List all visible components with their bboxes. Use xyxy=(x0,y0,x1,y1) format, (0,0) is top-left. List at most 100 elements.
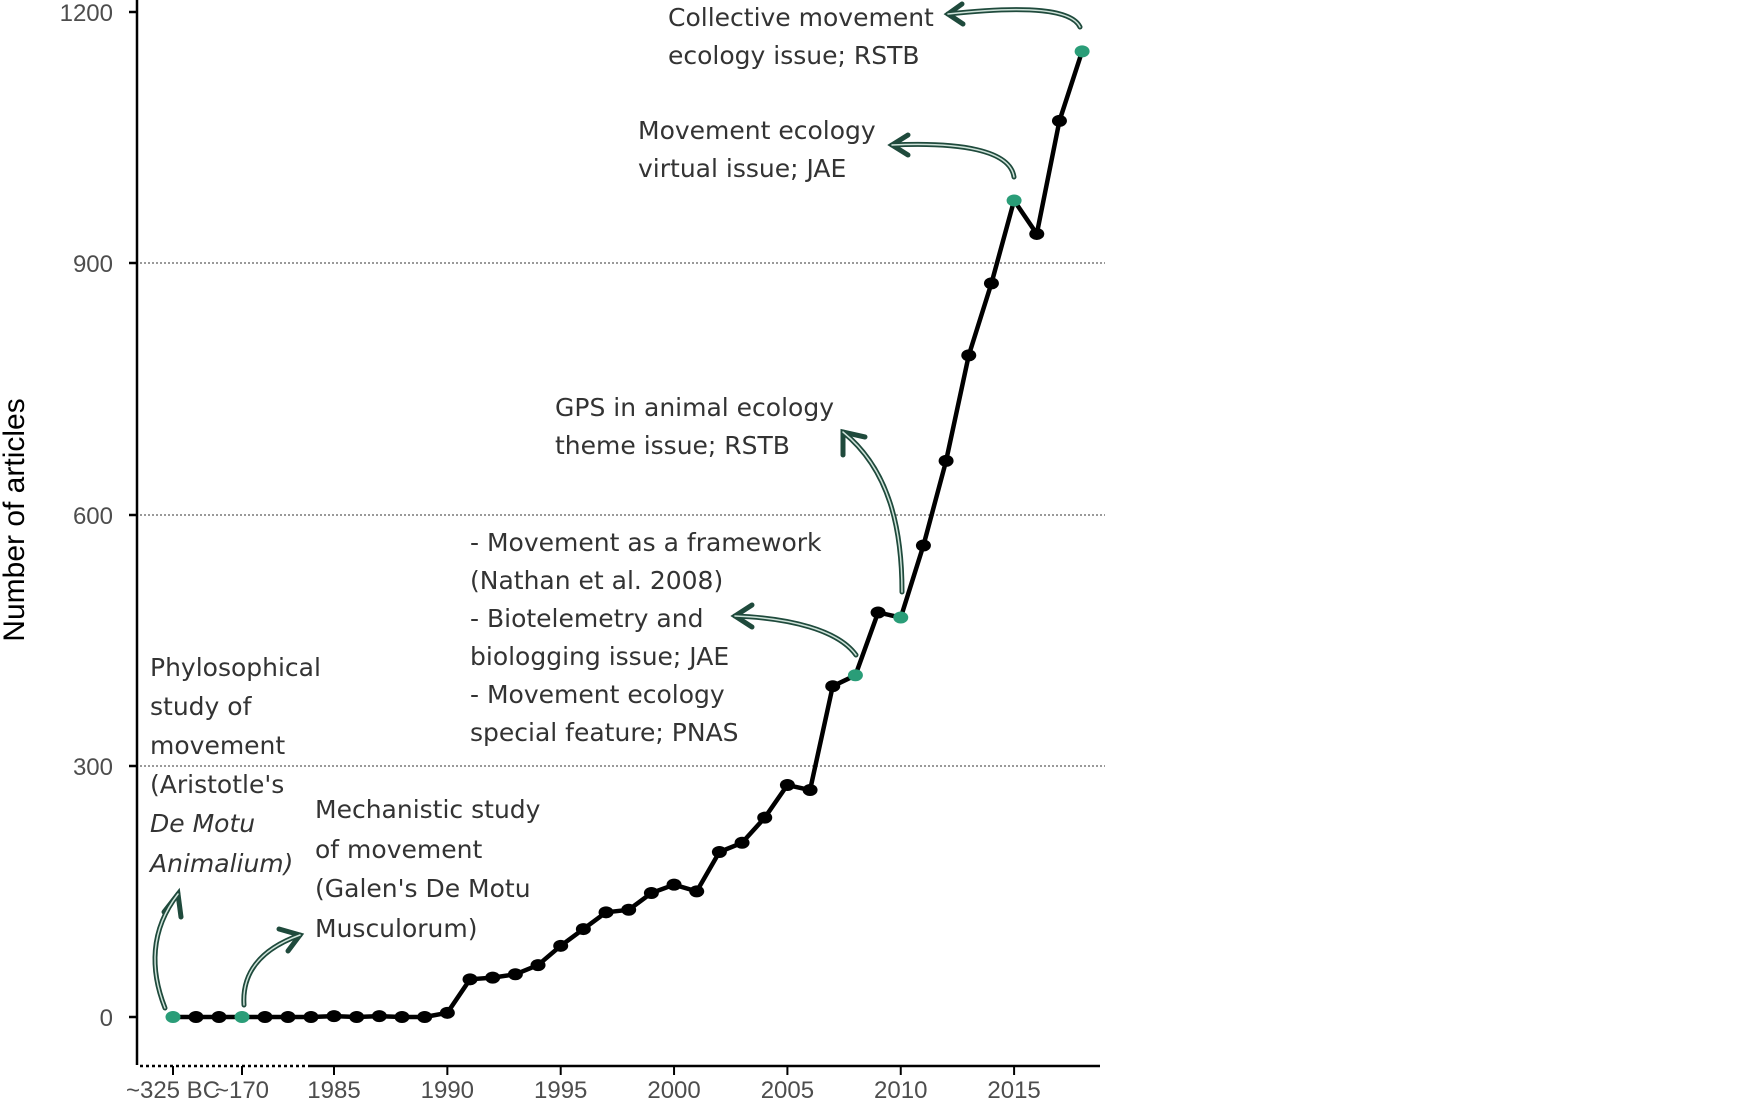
data-point-filler-2 xyxy=(211,1011,227,1023)
line-segment-12 xyxy=(445,977,473,1016)
line-segment-37 xyxy=(1011,198,1040,237)
x-tick-label-4: 1995 xyxy=(534,1077,587,1102)
annotation-aristotle-line-4: (Aristotle's xyxy=(150,770,284,799)
annotations: Phylosophical study of movement (Aristot… xyxy=(148,3,942,943)
y-tick-label-300: 300 xyxy=(73,754,113,781)
y-tick-label-900: 900 xyxy=(73,251,113,278)
arrow-aristotle xyxy=(152,887,184,1011)
data-point-2004-26 xyxy=(757,811,773,824)
data-point-1989-11 xyxy=(417,1011,433,1023)
highlight-point-2008-30 xyxy=(847,669,863,682)
data-point-1993-15 xyxy=(507,968,523,981)
data-point-1998-20 xyxy=(621,903,637,916)
data-point-2009-31 xyxy=(870,606,886,619)
data-point-2011-33 xyxy=(915,539,931,552)
annotation-galen-line-3: (Galen's De Motu xyxy=(315,874,531,903)
line-segment-35 xyxy=(966,281,994,358)
data-point-2013-35 xyxy=(961,349,977,362)
annotation-aristotle-line-6: Animalium) xyxy=(148,849,293,878)
data-point-1999-21 xyxy=(643,887,659,900)
annotation-2008-line-4: biologging issue; JAE xyxy=(470,642,729,671)
data-point-filler-5 xyxy=(280,1011,296,1023)
highlight-point-2010-32 xyxy=(893,611,909,624)
line-segment-30 xyxy=(853,610,881,678)
data-point-1997-19 xyxy=(598,906,614,919)
line-segment-33 xyxy=(921,458,949,548)
x-tick-label-7: 2010 xyxy=(874,1077,927,1102)
data-point-2000-22 xyxy=(666,878,682,891)
annotation-aristotle-line-5: De Motu xyxy=(150,809,255,838)
gridlines xyxy=(140,262,1105,767)
highlight-point-2015-37 xyxy=(1006,194,1022,207)
y-axis-label: Number of articles xyxy=(0,398,31,641)
x-axis-ticks: ~325 BC~170 1985 1990 1995 2000 2005 2010 2015 xyxy=(126,1066,1041,1102)
annotation-aristotle-line-3: movement xyxy=(150,731,285,760)
data-point-2017-39 xyxy=(1051,114,1067,127)
annotation-collective: Collective movement ecology issue; RSTB xyxy=(668,3,942,70)
line-segment-32 xyxy=(898,543,926,620)
data-point-filler-4 xyxy=(257,1011,273,1023)
data-point-1985-7 xyxy=(326,1010,342,1023)
data-point-filler-1 xyxy=(188,1011,204,1023)
annotation-virtual-issue-line-1: Movement ecology xyxy=(638,116,876,145)
line-segment-38 xyxy=(1034,118,1062,237)
data-point-1988-10 xyxy=(394,1011,410,1023)
data-point-2006-28 xyxy=(802,784,818,797)
annotation-collective-line-2: ecology issue; RSTB xyxy=(668,41,920,70)
annotation-virtual-issue-line-2: virtual issue; JAE xyxy=(638,154,846,183)
data-point-2005-27 xyxy=(779,779,795,792)
arrow-galen xyxy=(241,926,305,1008)
x-tick-label-8: 2015 xyxy=(987,1077,1040,1102)
annotation-aristotle-line-1: Phylosophical xyxy=(150,653,321,682)
data-point-1992-14 xyxy=(485,971,501,984)
annotation-aristotle: Phylosophical study of movement (Aristot… xyxy=(148,653,329,878)
x-tick-label-2: 1985 xyxy=(307,1077,360,1102)
x-tick-label-0: ~325 BC xyxy=(126,1077,220,1102)
annotation-2008-line-6: special feature; PNAS xyxy=(470,718,739,747)
arrow-collective xyxy=(943,1,1083,30)
data-point-2001-23 xyxy=(689,885,705,898)
line-segment-23 xyxy=(694,849,722,894)
data-point-2016-38 xyxy=(1029,227,1045,240)
line-segment-39 xyxy=(1057,49,1085,124)
data-point-2007-29 xyxy=(825,680,841,693)
y-tick-label-0: 0 xyxy=(100,1005,113,1032)
data-point-1987-9 xyxy=(371,1010,387,1023)
highlight-point-~170-3 xyxy=(234,1011,250,1023)
arrow-virtual-issue xyxy=(887,132,1017,180)
x-axis: ~325 BC~170 1985 1990 1995 2000 2005 2010 2015 xyxy=(126,1064,1100,1102)
annotation-galen-line-1: Mechanistic study xyxy=(315,795,541,824)
x-tick-label-1: ~170 xyxy=(215,1077,269,1102)
highlight-point-~325 BC-0 xyxy=(165,1011,181,1023)
annotation-virtual-issue: Movement ecology virtual issue; JAE xyxy=(638,116,884,183)
annotation-2008-line-1: - Movement as a framework xyxy=(470,528,822,557)
annotation-2008-line-2: (Nathan et al. 2008) xyxy=(470,566,723,595)
data-point-1994-16 xyxy=(530,959,546,972)
annotation-2008-line-3: - Biotelemetry and xyxy=(470,604,703,633)
annotation-gps: GPS in animal ecology theme issue; RSTB xyxy=(555,393,842,460)
data-point-filler-6 xyxy=(303,1011,319,1023)
data-point-1995-17 xyxy=(553,939,569,952)
annotation-gps-line-2: theme issue; RSTB xyxy=(555,431,790,460)
data-point-1991-13 xyxy=(462,973,478,986)
data-point-2003-25 xyxy=(734,836,750,849)
data-point-1996-18 xyxy=(575,923,591,936)
annotation-collective-line-1: Collective movement xyxy=(668,3,934,32)
annotation-galen: Mechanistic study of movement (Galen's D… xyxy=(315,795,548,943)
x-tick-label-3: 1990 xyxy=(421,1077,474,1102)
x-tick-label-5: 2000 xyxy=(647,1077,700,1102)
annotation-galen-line-2: of movement xyxy=(315,835,482,864)
annotation-aristotle-line-2: study of xyxy=(150,692,253,721)
data-point-1990-12 xyxy=(439,1006,455,1019)
annotation-galen-line-4: Musculorum) xyxy=(315,914,478,943)
data-point-2002-24 xyxy=(711,846,727,859)
highlight-point-2018-40 xyxy=(1074,45,1090,58)
data-point-2014-36 xyxy=(983,277,999,290)
data-point-2012-34 xyxy=(938,454,954,467)
y-axis-ticks: 0 300 600 900 1200 xyxy=(60,0,137,1032)
arrow-gps xyxy=(840,428,905,595)
series-articles xyxy=(165,45,1090,1023)
y-tick-label-1200: 1200 xyxy=(60,0,113,27)
annotation-2008: - Movement as a framework (Nathan et al.… xyxy=(470,528,829,747)
